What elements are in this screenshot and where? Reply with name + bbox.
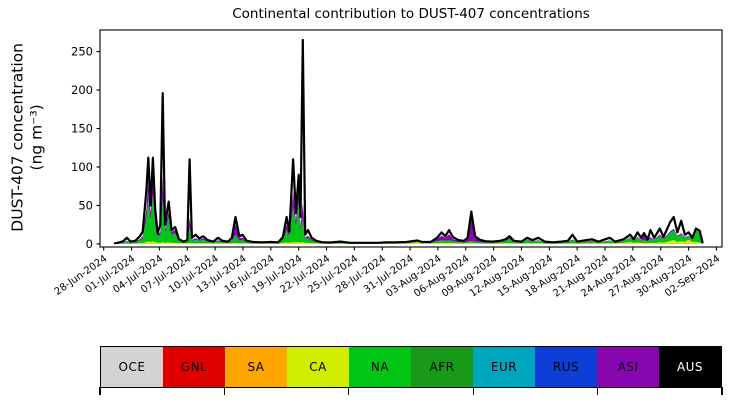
legend-segment-label: AFR	[429, 360, 455, 374]
legend-segment-gnl: GNL	[163, 347, 225, 387]
chart-title: Continental contribution to DUST-407 con…	[232, 6, 590, 22]
legend-segment-label: ASI	[617, 360, 639, 374]
legend-segment-label: NA	[370, 360, 390, 374]
legend-segment-ca: CA	[287, 347, 349, 387]
y-tick-label: 200	[71, 83, 93, 97]
legend-segment-na: NA	[349, 347, 411, 387]
legend-segment-label: AUS	[676, 360, 704, 374]
y-tick-label: 0	[86, 237, 93, 251]
legend-axis-tick	[223, 387, 226, 395]
area-sa	[114, 242, 703, 244]
legend-segment-label: EUR	[490, 360, 518, 374]
y-tick-label: 50	[78, 198, 93, 212]
legend-segment-label: RUS	[552, 360, 580, 374]
legend-segment-eur: EUR	[473, 347, 535, 387]
legend-bar: OCE GNL SA CA NA AFR EUR RUS ASI AUS	[100, 346, 722, 388]
y-tick-label: 250	[71, 45, 93, 59]
legend-axis-tick	[597, 387, 599, 395]
legend-axis-tick	[99, 387, 101, 395]
area-asi	[114, 176, 703, 244]
legend-segment-asi: ASI	[597, 347, 659, 387]
plot-border	[99, 29, 723, 248]
legend-segment-label: SA	[247, 360, 265, 374]
legend-segment-afr: AFR	[411, 347, 473, 387]
legend-segment-sa: SA	[225, 347, 287, 387]
legend-axis-tick	[721, 387, 723, 395]
area-ca	[114, 239, 703, 244]
legend-segment-aus: AUS	[659, 347, 721, 387]
y-tick-label: 100	[71, 160, 93, 174]
total-line	[113, 38, 704, 245]
y-tick-label: 150	[71, 121, 93, 135]
legend-segment-label: OCE	[118, 360, 146, 374]
legend-segment-oce: OCE	[101, 347, 163, 387]
legend-axis-tick	[472, 387, 474, 395]
legend-axis-tick	[348, 387, 350, 395]
area-na	[114, 195, 703, 244]
plot-background	[100, 30, 722, 247]
legend-segment-label: GNL	[180, 360, 208, 374]
legend-segment-label: CA	[309, 360, 327, 374]
legend-segment-rus: RUS	[535, 347, 597, 387]
